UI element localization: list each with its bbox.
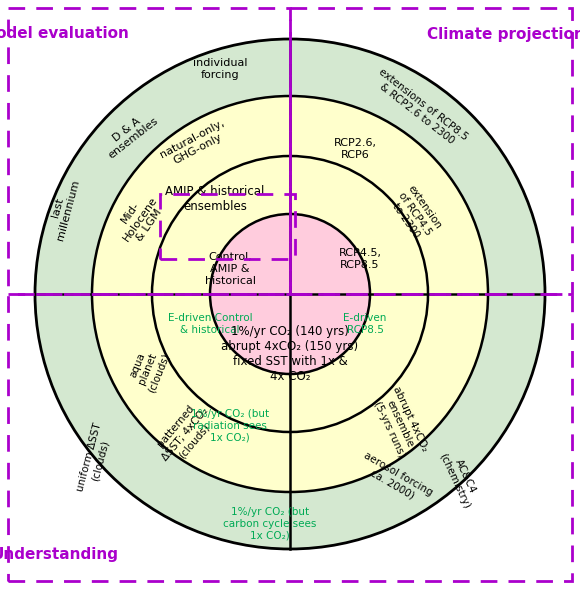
- Text: natural-only,
GHG-only: natural-only, GHG-only: [158, 118, 231, 170]
- Text: aqua
planet
(clouds): aqua planet (clouds): [125, 343, 171, 395]
- Text: Control,
AMIP &
historical: Control, AMIP & historical: [205, 253, 256, 286]
- Text: RCP2.6,
RCP6: RCP2.6, RCP6: [334, 138, 376, 160]
- Text: Climate projections: Climate projections: [427, 27, 580, 41]
- Bar: [8, 294, 572, 581]
- Text: patterned
ΔSST; 4xCO₂
(clouds): patterned ΔSST; 4xCO₂ (clouds): [151, 398, 219, 470]
- Bar: [8, 8, 290, 294]
- Text: D & A
ensembles: D & A ensembles: [100, 107, 161, 161]
- Text: Mid-
Holocene
& LGM: Mid- Holocene & LGM: [111, 188, 169, 250]
- Circle shape: [210, 214, 370, 374]
- Text: E-driven Control
& historical: E-driven Control & historical: [168, 313, 252, 335]
- Text: 1%/yr CO₂ (140 yrs)
abrupt 4xCO₂ (150 yrs)
fixed SST with 1x &
4x CO₂: 1%/yr CO₂ (140 yrs) abrupt 4xCO₂ (150 yr…: [222, 325, 358, 383]
- Text: 1%/yr CO₂ (but
radiation sees
1x CO₂): 1%/yr CO₂ (but radiation sees 1x CO₂): [191, 409, 269, 442]
- Text: aerosol forcing
ca. 2000): aerosol forcing ca. 2000): [356, 450, 434, 508]
- Text: Model evaluation: Model evaluation: [0, 27, 129, 41]
- Text: E-driven
RCP8.5: E-driven RCP8.5: [343, 313, 387, 335]
- Text: AMIP & historical
ensembles: AMIP & historical ensembles: [165, 185, 264, 213]
- Text: extension
of RCP4.5
to 2300: extension of RCP4.5 to 2300: [387, 184, 443, 244]
- Text: Understanding: Understanding: [0, 547, 118, 561]
- Text: uniform ΔSST
(clouds): uniform ΔSST (clouds): [75, 422, 115, 496]
- Text: abrupt 4xCO₂
ensemble
(5-yrs runs): abrupt 4xCO₂ ensemble (5-yrs runs): [370, 385, 430, 463]
- Text: 1%/yr CO₂ (but
carbon cycle sees
1x CO₂): 1%/yr CO₂ (but carbon cycle sees 1x CO₂): [223, 507, 317, 541]
- Text: individual
forcing: individual forcing: [193, 58, 247, 80]
- Circle shape: [152, 156, 428, 432]
- Circle shape: [92, 96, 488, 492]
- Text: AC&C4
(chemistry): AC&C4 (chemistry): [437, 447, 483, 511]
- Text: RCP4.5,
RCP8.5: RCP4.5, RCP8.5: [339, 248, 382, 270]
- Text: last
millennium: last millennium: [45, 176, 82, 242]
- Circle shape: [35, 39, 545, 549]
- Text: extensions of RCP8.5
& RCP2.6 to 2300: extensions of RCP8.5 & RCP2.6 to 2300: [370, 67, 470, 151]
- Bar: [160, 194, 295, 259]
- Bar: [290, 8, 572, 294]
